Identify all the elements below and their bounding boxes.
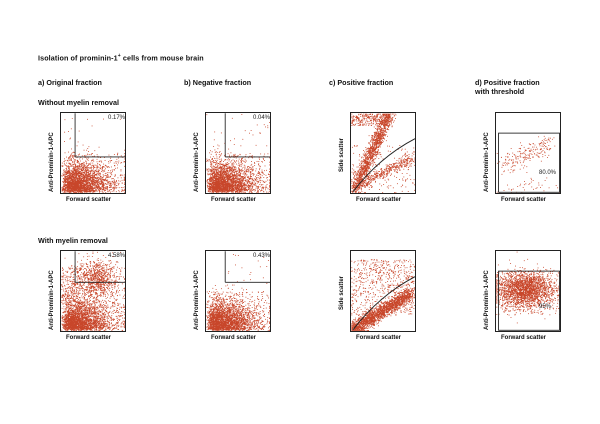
figure-title: Isolation of prominin-1+ cells from mous… — [38, 53, 204, 63]
column-header-b: b) Negative fraction — [184, 78, 252, 87]
scatter-points — [61, 118, 125, 193]
x-axis-label: Forward scatter — [356, 335, 402, 341]
y-axis-label: Anti-Prominin-1-APC — [194, 270, 200, 330]
gate-percentage: 0.04% — [253, 115, 271, 121]
gate-percentage: 95% — [539, 304, 552, 310]
scatter-points — [61, 251, 125, 331]
gate-box — [498, 270, 560, 331]
y-axis-label: Anti-Prominin-1-APC — [484, 270, 490, 330]
scatter-plot-with-b — [205, 250, 271, 332]
scatter-points — [206, 254, 270, 331]
scatter-plot-without-d — [495, 112, 561, 194]
x-axis-label: Forward scatter — [501, 335, 547, 341]
gate-percentage: 0.17% — [108, 115, 126, 121]
x-axis-label: Forward scatter — [356, 197, 402, 203]
gate-percentage: 80.0% — [539, 170, 557, 176]
row-header-without: Without myelin removal — [38, 98, 120, 107]
scatter-points — [351, 113, 415, 193]
scatter-plot-without-c — [350, 112, 416, 194]
column-header-a: a) Original fraction — [38, 78, 102, 87]
y-axis-label: Side scatter — [339, 275, 345, 310]
x-axis-label: Forward scatter — [501, 197, 547, 203]
scatter-points — [496, 135, 560, 193]
y-axis-label: Anti-Prominin-1-APC — [484, 132, 490, 192]
scatter-points — [496, 251, 560, 324]
scatter-plot-without-b — [205, 112, 271, 194]
y-axis-label: Anti-Prominin-1-APC — [49, 132, 55, 192]
gate-box — [498, 132, 560, 193]
x-axis-label: Forward scatter — [211, 335, 257, 341]
gate-percentage: 0.43% — [253, 253, 271, 259]
x-axis-label: Forward scatter — [66, 335, 112, 341]
gate-percentage: 4.58% — [108, 253, 126, 259]
scatter-plot-with-c — [350, 250, 416, 332]
scatter-plot-with-a — [60, 250, 126, 332]
column-header-c: c) Positive fraction — [329, 78, 394, 87]
scatter-points — [206, 114, 270, 193]
x-axis-label: Forward scatter — [211, 197, 257, 203]
gate-curve — [352, 276, 415, 331]
scatter-plot-without-a — [60, 112, 126, 194]
y-axis-label: Anti-Prominin-1-APC — [49, 270, 55, 330]
row-header-with: With myelin removal — [38, 236, 108, 245]
column-header-d: d) Positive fraction with threshold — [475, 78, 540, 96]
gate-curve — [352, 138, 415, 193]
y-axis-label: Side scatter — [339, 137, 345, 172]
x-axis-label: Forward scatter — [66, 197, 112, 203]
scatter-plot-with-d — [495, 250, 561, 332]
y-axis-label: Anti-Prominin-1-APC — [194, 132, 200, 192]
